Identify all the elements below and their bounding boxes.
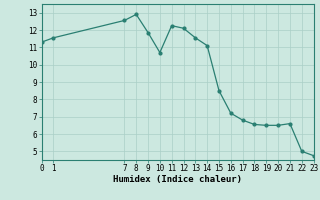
X-axis label: Humidex (Indice chaleur): Humidex (Indice chaleur) — [113, 175, 242, 184]
